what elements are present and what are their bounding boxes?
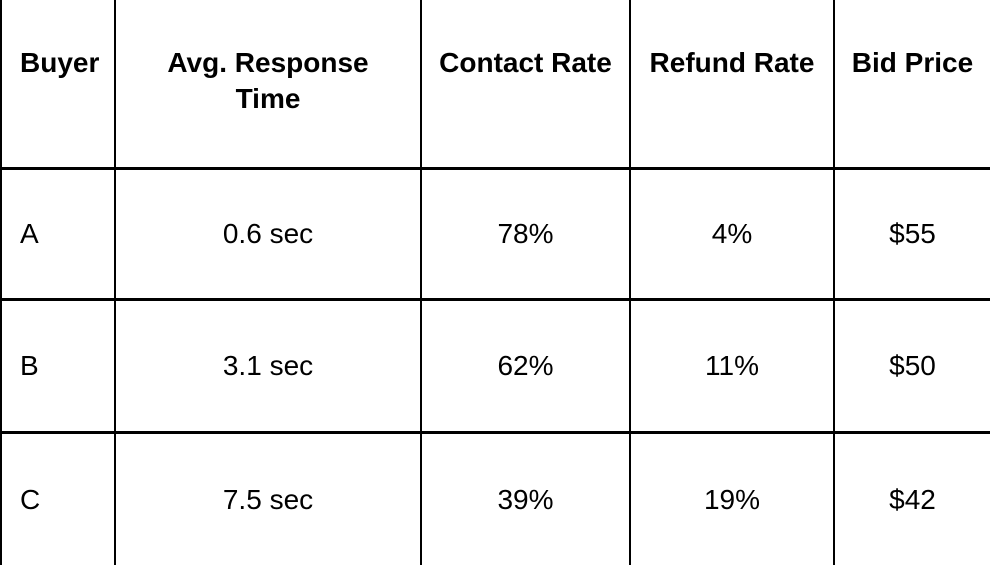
column-header-contact-rate-label: Contact Rate	[439, 47, 612, 78]
column-header-refund-rate: Refund Rate	[629, 0, 833, 170]
cell-value: 19%	[703, 483, 761, 515]
cell-avg-response-time-a: 0.6 sec	[114, 170, 420, 301]
column-header-buyer: Buyer	[0, 0, 114, 170]
cell-value: 7.5 sec	[222, 483, 314, 515]
cell-bid-price-c: $42	[833, 434, 990, 565]
cell-refund-rate-c: 19%	[629, 434, 833, 565]
column-header-avg-response-time-label: Avg. Response Time	[167, 47, 369, 114]
cell-value: $42	[889, 483, 936, 515]
column-header-bid-price: Bid Price	[833, 0, 990, 170]
cell-contact-rate-b: 62%	[420, 301, 629, 434]
cell-refund-rate-a: 4%	[629, 170, 833, 301]
cell-refund-rate-b: 11%	[629, 301, 833, 434]
cell-contact-rate-a: 78%	[420, 170, 629, 301]
cell-avg-response-time-b: 3.1 sec	[114, 301, 420, 434]
cell-value: 78%	[497, 218, 554, 249]
cell-value: 3.1 sec	[222, 350, 314, 381]
cell-contact-rate-c: 39%	[420, 434, 629, 565]
column-header-buyer-label: Buyer	[20, 47, 100, 78]
cell-value: $55	[889, 218, 936, 249]
column-header-avg-response-time: Avg. Response Time	[114, 0, 420, 170]
cell-value: 39%	[497, 483, 554, 515]
cell-buyer-a: A	[0, 170, 114, 301]
cell-value: B	[20, 350, 39, 381]
cell-value: 62%	[497, 350, 554, 381]
cell-buyer-b: B	[0, 301, 114, 434]
cell-value: 0.6 sec	[222, 218, 314, 249]
cell-value: A	[20, 218, 39, 249]
cell-buyer-c: C	[0, 434, 114, 565]
cell-value: C	[20, 483, 41, 515]
cell-value: 4%	[711, 218, 753, 249]
cell-bid-price-b: $50	[833, 301, 990, 434]
cell-bid-price-a: $55	[833, 170, 990, 301]
cell-avg-response-time-c: 7.5 sec	[114, 434, 420, 565]
cell-value: $50	[889, 350, 936, 381]
column-header-refund-rate-label: Refund Rate	[649, 47, 815, 78]
column-header-bid-price-label: Bid Price	[851, 47, 974, 78]
cell-value: 11%	[705, 350, 759, 381]
column-header-contact-rate: Contact Rate	[420, 0, 629, 170]
